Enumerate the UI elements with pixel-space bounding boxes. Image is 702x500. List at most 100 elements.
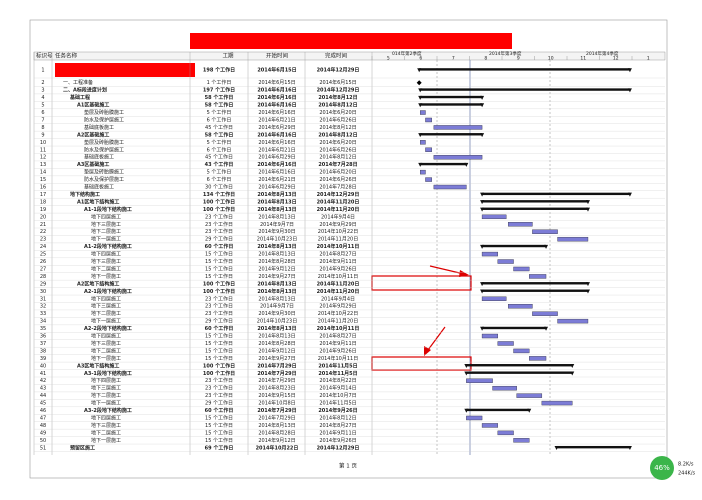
summary-end: [417, 68, 422, 73]
task-start: 2014年7月29日: [258, 414, 295, 421]
name-redacted: [55, 63, 195, 77]
summary-end: [480, 200, 485, 205]
summary-bar: [482, 289, 588, 292]
task-duration: 15 个工作日: [205, 258, 233, 265]
summary-end: [585, 289, 590, 294]
task-name: A2-1段地下结构施工: [84, 288, 132, 295]
task-start: 2014年8月28日: [258, 429, 295, 436]
task-name: 地下一层施工: [91, 273, 121, 280]
task-bar: [508, 304, 533, 309]
task-start: 2014年6月16日: [257, 102, 296, 109]
month-label: 5: [387, 56, 390, 62]
month-label: 12: [613, 56, 619, 62]
task-name: A2区基础施工: [77, 131, 109, 138]
task-finish: 2014年8月12日: [319, 154, 356, 161]
task-id: 30: [40, 289, 46, 295]
task-finish: 2014年8月27日: [319, 422, 356, 429]
task-finish: 2014年8月12日: [318, 94, 357, 101]
task-bar: [497, 341, 514, 346]
task-id: 50: [40, 438, 46, 444]
task-bar: [497, 430, 514, 436]
task-name: 防水及保护层施工: [84, 146, 124, 153]
task-id: 43: [40, 386, 46, 392]
task-bar: [508, 222, 533, 227]
month-label: 11: [580, 56, 586, 62]
task-name: A2-2段地下结构施工: [84, 325, 132, 332]
task-name: 防水及保护层施工: [84, 116, 124, 123]
summary-bar: [482, 282, 588, 285]
task-finish: 2014年9月26日: [318, 407, 357, 414]
month-label: 7: [452, 56, 455, 62]
task-start: 2014年6月29日: [258, 124, 295, 131]
task-name: 地下一层施工: [91, 318, 121, 325]
task-bar: [420, 169, 426, 175]
task-name: 地下二层施工: [91, 228, 121, 235]
task-start: 2014年9月12日: [258, 437, 295, 444]
summary-end: [585, 282, 590, 287]
quarter-label: 2014年第3季度: [489, 50, 522, 57]
task-finish: 2014年7月28日: [318, 161, 357, 168]
task-name: 地下一层施工: [91, 437, 121, 444]
widget-up: 8.2K/s: [678, 462, 694, 468]
task-start: 2014年8月13日: [258, 213, 295, 220]
task-id: 32: [40, 304, 46, 310]
speed-widget[interactable]: [650, 456, 674, 480]
arrow-head: [459, 270, 469, 277]
task-duration: 15 个工作日: [205, 437, 233, 444]
task-id: 40: [40, 363, 46, 369]
summary-bar: [420, 103, 483, 106]
summary-end: [480, 282, 485, 287]
summary-end: [418, 103, 423, 108]
task-finish: 2014年6月20日: [319, 109, 356, 116]
task-name: 地下三层施工: [91, 303, 121, 310]
task-id: 27: [40, 266, 46, 272]
task-duration: 100 个工作日: [203, 206, 235, 213]
task-id: 17: [40, 192, 46, 198]
summary-end: [544, 326, 549, 331]
task-bar: [425, 147, 432, 152]
task-finish: 2014年10月7日: [319, 392, 356, 399]
task-start: 2014年6月15日: [257, 67, 296, 74]
task-name: 二、A标段进度计划: [63, 87, 107, 94]
summary-end: [464, 364, 469, 369]
task-bar: [557, 318, 589, 324]
task-id: 37: [40, 341, 46, 347]
task-id: 34: [40, 319, 46, 325]
task-duration: 100 个工作日: [203, 370, 235, 377]
task-start: 2014年8月13日: [257, 280, 296, 287]
summary-bar: [482, 326, 547, 330]
task-start: 2014年9月7日: [260, 303, 294, 310]
task-duration: 100 个工作日: [203, 288, 235, 295]
task-finish: 2014年9月29日: [319, 303, 356, 310]
task-start: 2014年7月29日: [257, 362, 296, 369]
task-name: 地下一层施工: [91, 400, 121, 407]
task-finish: 2014年11月20日: [318, 236, 358, 243]
task-start: 2014年9月7日: [260, 221, 294, 228]
task-duration: 60 个工作日: [205, 325, 234, 332]
summary-end: [464, 162, 469, 167]
summary-end: [570, 364, 575, 369]
task-name: 垫层及砖胎膜施工: [84, 139, 124, 146]
header-row: [33, 51, 666, 61]
summary-bar: [466, 408, 530, 412]
summary-end: [585, 207, 590, 212]
task-id: 21: [40, 222, 46, 228]
task-bar: [532, 311, 558, 316]
task-finish: 2014年9月26日: [319, 437, 356, 444]
task-bar: [425, 117, 432, 123]
summary-end: [627, 192, 632, 197]
task-duration: 23 个工作日: [205, 377, 233, 384]
task-id: 36: [40, 334, 46, 340]
task-bar: [513, 348, 530, 354]
task-name: 地下三层施工: [91, 385, 121, 392]
task-finish: 2014年8月27日: [319, 251, 356, 258]
milestone: [416, 80, 422, 86]
summary-end: [418, 162, 423, 167]
task-start: 2014年9月12日: [258, 347, 295, 354]
task-id: 23: [40, 237, 46, 243]
task-name: A3-1段地下结构施工: [84, 370, 132, 377]
task-bar: [433, 155, 483, 160]
task-name: 基础工程: [69, 94, 90, 101]
task-finish: 2014年9月26日: [319, 265, 356, 272]
task-name: 预留区施工: [70, 444, 95, 451]
